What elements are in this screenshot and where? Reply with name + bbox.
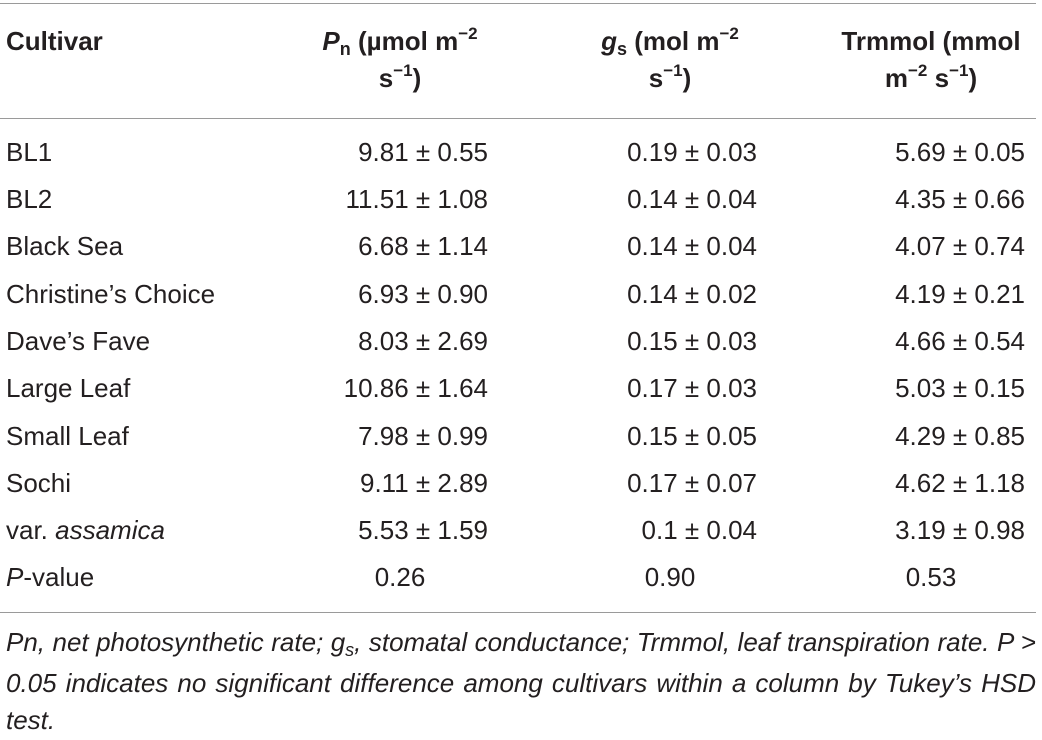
gs-cell: 0.19 ± 0.03 [627, 137, 757, 167]
pn-cell: 11.51 ± 1.08 [345, 184, 488, 214]
pvalue-pn: 0.26 [374, 562, 426, 592]
header-pn-line2: s−1) [280, 61, 520, 98]
cultivar-cell: Dave’s Fave [6, 326, 151, 356]
tr-cell: 4.66 ± 0.54 [895, 326, 1025, 356]
pvalue-gs: 0.90 [644, 562, 696, 592]
footnote-sub: s [345, 640, 355, 660]
header-gs: gs (mol m−2 [560, 24, 780, 61]
gs-cell: 0.1 ± 0.04 [641, 515, 757, 545]
tr-cell: 4.07 ± 0.74 [895, 231, 1025, 261]
gs-cell: 0.14 ± 0.04 [627, 231, 757, 261]
gs-cell: 0.17 ± 0.03 [627, 373, 757, 403]
pvalue-label-p: P [6, 562, 24, 592]
header-gs-close: ) [682, 63, 692, 93]
header-trmmol: Trmmol (mmol [841, 26, 1021, 56]
table-top-rule [0, 3, 1036, 4]
header-gs-unit: (mol m [634, 26, 720, 56]
header-pn-close: ) [412, 63, 422, 93]
tr-cell: 4.29 ± 0.85 [895, 421, 1025, 451]
header-tr-s: s [934, 63, 950, 93]
header-pn-s: s [378, 63, 394, 93]
cultivar-cell: Small Leaf [6, 421, 129, 451]
header-tr-sup1: −2 [907, 61, 928, 80]
pn-cell: 9.11 ± 2.89 [360, 468, 488, 498]
pn-cell: 10.86 ± 1.64 [343, 373, 488, 403]
pn-cell: 8.03 ± 2.69 [358, 326, 488, 356]
header-tr-sup2: −1 [949, 61, 969, 80]
footnote-part1: Pn, net photosynthetic rate; g [6, 627, 346, 657]
header-pn: Pn (µmol m−2 [280, 24, 520, 61]
cultivar-cell: var. assamica [6, 514, 165, 546]
pvalue-label-rest: -value [23, 562, 95, 592]
cultivar-cell: BL2 [6, 184, 53, 214]
tr-cell: 4.62 ± 1.18 [895, 468, 1025, 498]
pvalue-tr: 0.53 [905, 562, 957, 592]
cultivar-cell: BL1 [6, 137, 53, 167]
pn-cell: 6.68 ± 1.14 [358, 231, 488, 261]
header-pn-sub: n [339, 39, 351, 59]
pn-cell: 6.93 ± 0.90 [358, 279, 488, 309]
header-tr-close: ) [968, 63, 978, 93]
tr-cell: 3.19 ± 0.98 [895, 515, 1025, 545]
header-trmmol-line2: m−2 s−1) [820, 61, 1042, 98]
header-pn-unit: (µmol m [357, 26, 459, 56]
header-gs-symbol: g [601, 26, 617, 56]
cultivar-cell: Christine’s Choice [6, 279, 216, 309]
table-footnote: Pn, net photosynthetic rate; gs, stomata… [6, 624, 1036, 740]
cultivar-cell: Large Leaf [6, 373, 131, 403]
header-cultivar: Cultivar [6, 26, 103, 56]
gs-cell: 0.17 ± 0.07 [627, 468, 757, 498]
header-pn-sup2: −1 [393, 61, 413, 80]
pn-cell: 9.81 ± 0.55 [358, 137, 488, 167]
cultivar-cell: Black Sea [6, 231, 124, 261]
pn-cell: 7.98 ± 0.99 [358, 421, 488, 451]
header-gs-sub: s [617, 39, 628, 59]
header-gs-line2: s−1) [560, 61, 780, 98]
header-pn-sup1: −2 [458, 24, 478, 43]
pn-cell: 5.53 ± 1.59 [358, 515, 488, 545]
header-gs-sup2: −1 [663, 61, 683, 80]
gs-cell: 0.14 ± 0.04 [627, 184, 757, 214]
header-pn-symbol: P [322, 26, 340, 56]
footnote-part2: , stomatal conductance; Trmmol, leaf tra… [6, 627, 1036, 735]
pvalue-label: P-value [6, 561, 94, 593]
tr-cell: 4.19 ± 0.21 [895, 279, 1025, 309]
tr-cell: 5.03 ± 0.15 [895, 373, 1025, 403]
cultivar-var-prefix: var. [6, 515, 56, 545]
cultivar-var-name: assamica [55, 515, 165, 545]
header-tr-m: m [884, 63, 908, 93]
gs-cell: 0.15 ± 0.05 [627, 421, 757, 451]
gs-cell: 0.14 ± 0.02 [627, 279, 757, 309]
table-bottom-rule [0, 612, 1036, 613]
header-gs-sup1: −2 [719, 24, 739, 43]
tr-cell: 5.69 ± 0.05 [895, 137, 1025, 167]
tr-cell: 4.35 ± 0.66 [895, 184, 1025, 214]
header-rule [0, 118, 1036, 119]
header-gs-s: s [648, 63, 664, 93]
gs-cell: 0.15 ± 0.03 [627, 326, 757, 356]
cultivar-cell: Sochi [6, 468, 72, 498]
